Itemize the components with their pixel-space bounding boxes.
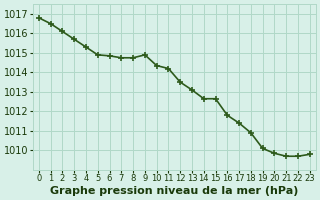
X-axis label: Graphe pression niveau de la mer (hPa): Graphe pression niveau de la mer (hPa) [50, 186, 299, 196]
